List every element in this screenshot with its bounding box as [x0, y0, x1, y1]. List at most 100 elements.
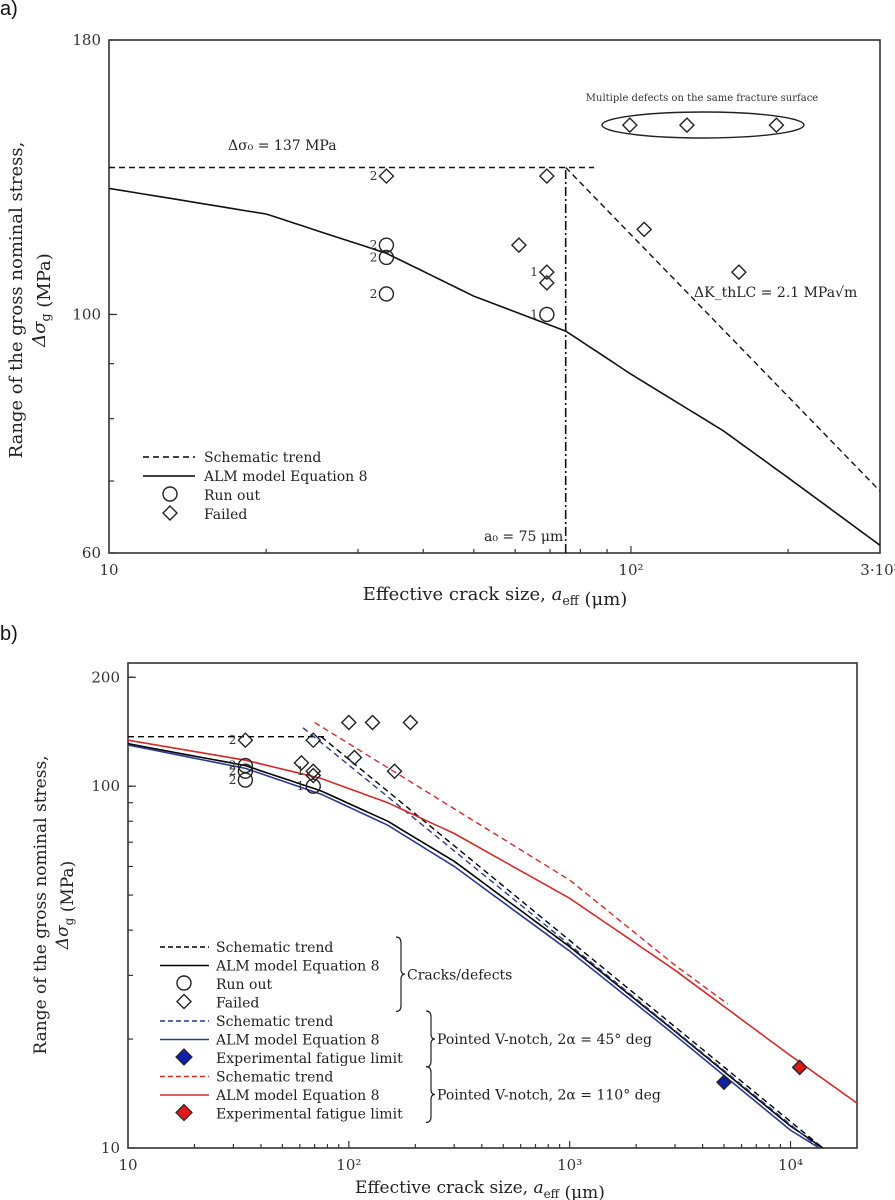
cracks-defects-alm-model-equation-8-line [128, 742, 824, 1148]
failed-point [636, 221, 653, 238]
legend-label: ALM model Equation 8 [215, 1033, 380, 1049]
point-count-label: 2 [370, 238, 378, 252]
point-count-label: 1 [530, 265, 538, 279]
chart-a-x-ticks: 10 10² 3·10² [99, 546, 895, 579]
point-count-label: 2 [370, 169, 378, 183]
legend-diamond-icon [162, 505, 178, 521]
series-layer [128, 721, 857, 1148]
run-out-point [237, 763, 254, 779]
x-tick-label: 3·10² [860, 561, 895, 579]
failed-point [538, 274, 555, 291]
failed-point [364, 714, 381, 731]
chart-b-y-ticks: 10 100 200 [91, 668, 136, 1157]
run-out-point [378, 286, 395, 302]
legend-label: Failed [204, 507, 247, 523]
chart-a-legend: Schematic trend ALM model Equation 8 Run o… [143, 450, 368, 523]
y-tick-label: 180 [72, 31, 101, 49]
run-out-point [237, 772, 254, 788]
fatigue-limit-point [791, 1059, 808, 1076]
delta-k-annotation: ΔK_thLC = 2.1 MPa√m [694, 285, 857, 301]
point-count-label: 1 [530, 307, 538, 321]
failed-point [386, 763, 403, 780]
run-out-point [378, 237, 395, 253]
failed-point [402, 714, 419, 731]
point-count-label: 2 [370, 287, 378, 301]
y-tick-label: 100 [91, 777, 120, 795]
series-layer [109, 166, 880, 553]
y-tick-label: 200 [91, 668, 120, 686]
legend-label: Schematic trend [216, 1070, 333, 1086]
failed-point [346, 749, 363, 766]
point-count-label: 2 [229, 733, 237, 747]
x-tick-label: 10² [618, 561, 643, 579]
legend-group-brace [425, 1065, 436, 1124]
chart-a-x-axis-title: Effective crack size, aeff (μm) [363, 584, 628, 610]
y-tick-label: 100 [72, 305, 101, 323]
legend-group-brace [425, 1010, 436, 1068]
failed-point [621, 117, 638, 134]
legend-group-label: Pointed V-notch, 2α = 45° deg [437, 1032, 652, 1048]
point-count-label: 2 [370, 250, 378, 264]
legend-filled-diamond-icon [175, 1103, 193, 1122]
v-notch-45-alm-model-equation-8-line [128, 744, 820, 1148]
point-count-label: 1 [297, 764, 305, 778]
chart-a-y-ticks: 60 100 180 [72, 31, 117, 562]
failed-point [305, 763, 322, 780]
v-notch-45-schematic-trend-line [302, 727, 820, 1148]
failed-point [340, 714, 357, 731]
v-notch-110-alm-model-equation-8-line [128, 739, 857, 1104]
chart-a-y-axis-title-line2: Δσg (MPa) [29, 253, 55, 348]
alm-model-equation-8-line [109, 187, 880, 546]
legend-label: Run out [216, 977, 272, 993]
chart-a-y-axis-title-line1: Range of the gross nominal stress, [6, 142, 27, 459]
legend-label: Experimental fatigue limit [216, 1051, 403, 1067]
run-out-point [539, 306, 555, 323]
delta-sigma0-annotation: Δσ₀ = 137 MPa [228, 138, 337, 154]
failed-point [768, 117, 785, 134]
legend-group-brace [395, 936, 406, 1013]
schematic-trend-lefm-line [565, 167, 880, 492]
x-tick-label: 10³ [557, 1156, 582, 1174]
failed-point [305, 767, 322, 784]
x-tick-label: 10 [118, 1156, 137, 1174]
y-tick-label: 10 [101, 1139, 120, 1157]
failed-point [378, 168, 395, 185]
failed-point [538, 264, 555, 281]
plot-frame [108, 39, 881, 554]
failed-point [730, 264, 747, 281]
failed-point [305, 732, 322, 749]
panel-label-a: a) [0, 0, 18, 20]
chart-b-x-ticks: 10 10² 10³ 10⁴ [118, 1141, 803, 1174]
plot-frame [127, 662, 858, 1149]
legend-diamond-icon [176, 993, 192, 1010]
legend-label: Schematic trend [216, 1014, 333, 1030]
legend-label: Schematic trend [204, 450, 321, 466]
cracks-defects-schematic-trend-line [320, 736, 824, 1148]
x-tick-label: 10⁴ [778, 1156, 803, 1174]
failed-point [237, 732, 254, 749]
failed-point [510, 237, 527, 254]
legend-circle-icon [162, 486, 178, 502]
point-count-label: 2 [229, 773, 237, 787]
legend-label: Schematic trend [216, 940, 333, 956]
legend-group-label: Cracks/defects [407, 967, 512, 983]
panel-label-b: b) [0, 623, 18, 645]
x-tick-label: 10 [99, 561, 118, 579]
point-count-label: 2 [229, 764, 237, 778]
legend-label: ALM model Equation 8 [203, 469, 368, 485]
legend-circle-icon [176, 975, 192, 991]
point-count-label: 1 [297, 779, 305, 793]
run-out-point [378, 249, 395, 266]
legend-label: Run out [204, 488, 260, 504]
legend-label: ALM model Equation 8 [215, 1088, 380, 1104]
point-count-label: 2 [229, 759, 237, 773]
x-tick-label: 10² [336, 1156, 361, 1174]
y-tick-label: 60 [82, 544, 101, 562]
failed-point [293, 754, 310, 771]
chart-b-y-axis-title-line1: Range of the gross nominal stress, [31, 755, 51, 1054]
chart-b-y-axis-title-line2: Δσg (MPa) [53, 861, 78, 950]
